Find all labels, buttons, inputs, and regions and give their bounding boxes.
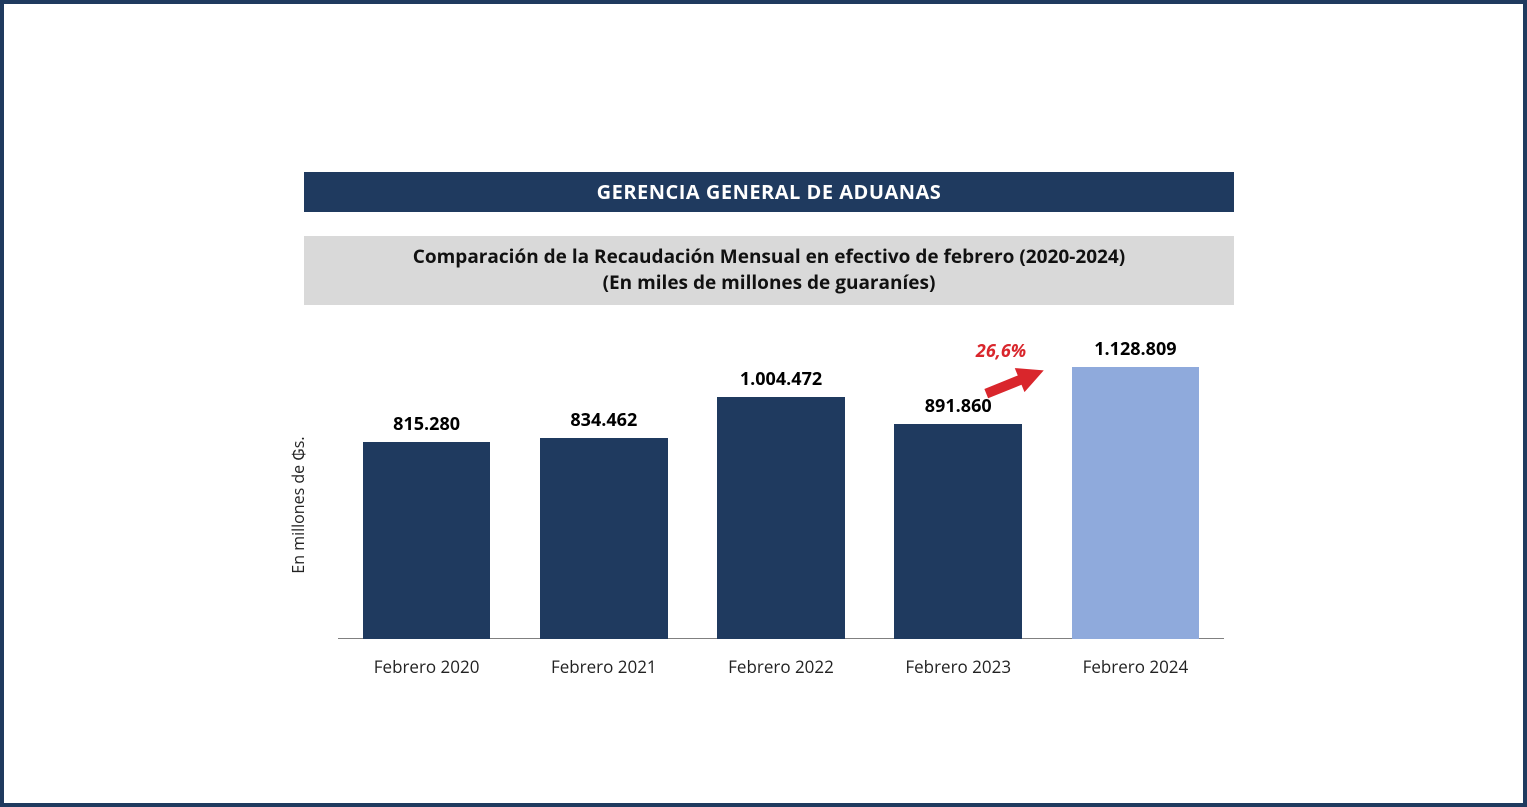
bar-value-label: 815.280 xyxy=(393,412,460,436)
chart-title-box: Comparación de la Recaudación Mensual en… xyxy=(304,236,1234,305)
x-axis-label: Febrero 2022 xyxy=(692,645,869,685)
x-axis-labels: Febrero 2020Febrero 2021Febrero 2022Febr… xyxy=(338,645,1224,685)
x-axis-label: Febrero 2020 xyxy=(338,645,515,685)
bar-column: 815.280 xyxy=(338,325,515,639)
bar-value-label: 834.462 xyxy=(570,408,637,432)
bar-value-label: 1.004.472 xyxy=(740,367,822,391)
bar-chart: En millones de ₲s. 815.280834.4621.004.4… xyxy=(304,325,1234,685)
bar-value-label: 891.860 xyxy=(925,394,992,418)
bar-value-label: 1.128.809 xyxy=(1094,337,1176,361)
x-axis-label: Febrero 2024 xyxy=(1047,645,1224,685)
bar-column: 1.128.809 xyxy=(1047,325,1224,639)
bar-rect xyxy=(363,442,491,639)
x-axis-label: Febrero 2021 xyxy=(515,645,692,685)
bar-rect xyxy=(894,424,1022,639)
x-axis-label: Febrero 2023 xyxy=(870,645,1047,685)
plot-area: 815.280834.4621.004.472891.8601.128.809 … xyxy=(338,325,1224,639)
header-bar: GERENCIA GENERAL DE ADUANAS xyxy=(304,172,1234,212)
chart-title-line2: (En miles de millones de guaraníes) xyxy=(304,270,1234,296)
chart-title-line1: Comparación de la Recaudación Mensual en… xyxy=(304,244,1234,270)
growth-annotation: 26,6% xyxy=(976,339,1026,363)
bar-rect xyxy=(540,438,668,640)
bars-container: 815.280 834.462 1.004.472 891.860 1.128.809 xyxy=(338,325,1224,639)
bar-column: 1.004.472 xyxy=(692,325,869,639)
chart-frame: GERENCIA GENERAL DE ADUANAS Comparación … xyxy=(0,0,1527,807)
y-axis-label: En millones de ₲s. xyxy=(287,437,309,574)
bar-rect xyxy=(717,397,845,640)
content-area: GERENCIA GENERAL DE ADUANAS Comparación … xyxy=(304,172,1234,685)
bar-column: 834.462 xyxy=(515,325,692,639)
bar-rect xyxy=(1072,367,1200,640)
